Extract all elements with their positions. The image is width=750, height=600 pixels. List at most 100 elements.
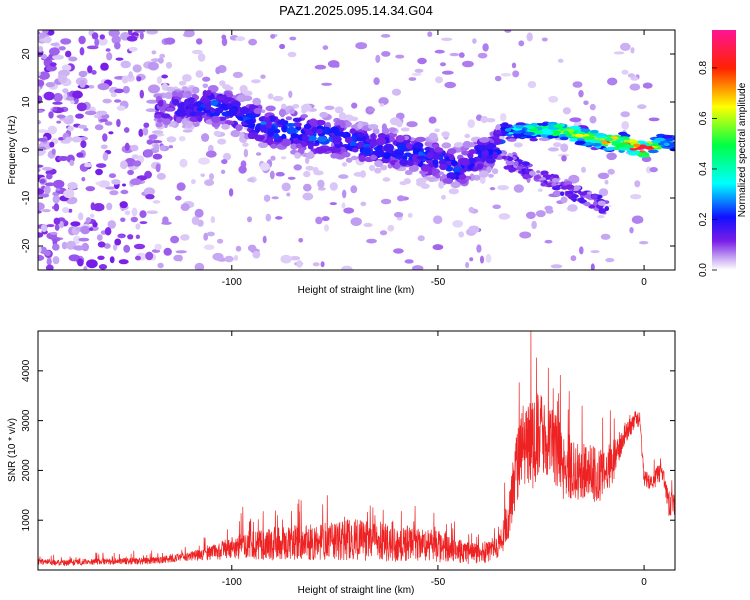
spectrogram-cell — [508, 167, 515, 173]
spectrogram-cell — [607, 168, 615, 175]
spectrogram-cell — [78, 35, 86, 45]
spectrogram-cell — [206, 231, 215, 237]
spectrogram-cell — [322, 45, 329, 50]
spectrogram-cell — [629, 227, 634, 234]
spectrogram-cell — [177, 107, 185, 113]
spectrogram-cell — [56, 114, 66, 119]
spectrogram-cell — [61, 64, 72, 72]
spectrogram-cell — [64, 136, 74, 142]
spectrogram-cell — [441, 142, 452, 149]
spectrogram-cell — [155, 163, 161, 173]
snr-panel: -100 -50 0 1000 2000 3000 4000 Height of stra… — [7, 330, 676, 596]
spectrogram-cell — [119, 201, 128, 209]
spectrogram-cell — [219, 80, 226, 86]
colorbar-tick-label: 0.6 — [698, 111, 709, 125]
spectrogram-cell — [221, 103, 227, 111]
spectrogram-cell — [446, 172, 457, 180]
spectrogram-cell — [526, 32, 533, 42]
spectrogram-cell — [529, 170, 536, 176]
spectrogram-cell — [142, 127, 149, 136]
spectrogram-cell — [314, 64, 327, 70]
spectrogram-cell — [269, 170, 275, 180]
spectrogram-cell — [512, 70, 520, 78]
spectrogram-cell — [533, 130, 544, 135]
spectrogram-cell — [373, 149, 385, 157]
spectrogram-cell — [90, 213, 95, 219]
spectrogram-cell — [447, 148, 457, 155]
spectrogram-cell — [339, 132, 348, 138]
spectrogram-cell — [146, 30, 158, 35]
spectrogram-cell — [258, 141, 269, 149]
spectrogram-cell — [98, 264, 108, 270]
spectrogram-cell — [315, 216, 323, 225]
spectrogram-cell — [541, 122, 549, 127]
spectrogram-cell — [301, 103, 312, 112]
spectrogram-cell — [139, 221, 148, 225]
spectrogram-cell — [303, 170, 311, 178]
spectrogram-cell — [334, 106, 344, 114]
spectrogram-cell — [521, 161, 530, 166]
spectrogram-cell — [303, 183, 312, 192]
spectrogram-cell — [572, 81, 583, 88]
spectrogram-cell — [114, 99, 122, 103]
spectrogram-cell — [41, 53, 47, 60]
spectrogram-cell — [55, 187, 61, 191]
y-tick-label: -10 — [21, 190, 32, 205]
spectrogram-cell — [307, 135, 317, 142]
spectrogram-cell — [342, 151, 351, 158]
spectrogram-cell — [146, 99, 158, 104]
spectrogram-cell — [239, 85, 248, 93]
spectrogram-cell — [221, 159, 228, 165]
spectrogram-cell — [350, 155, 358, 161]
spectrogram-x-label: Height of straight line (km) — [298, 285, 415, 296]
spectrogram-cell — [134, 30, 146, 33]
spectrogram-cell — [637, 104, 647, 110]
spectrogram-cell — [235, 36, 246, 42]
spectrogram-cell — [323, 128, 329, 133]
spectrogram-cell — [607, 77, 618, 86]
spectrogram-cell — [397, 144, 407, 151]
spectrogram-cell — [321, 82, 333, 86]
spectrogram-cell — [150, 140, 163, 144]
spectrogram-cell — [280, 138, 292, 147]
spectrogram-cell — [350, 185, 358, 194]
spectrogram-cell — [572, 185, 582, 190]
spectrogram-cell — [161, 113, 171, 119]
spectrogram-cell — [507, 138, 517, 142]
spectrogram-cell — [38, 188, 45, 195]
spectrogram-cell — [305, 129, 314, 136]
spectrogram-cell — [247, 216, 252, 223]
spectrogram-cell — [50, 231, 58, 235]
spectrogram-y-ticks: -20 -10 0 10 20 — [21, 48, 675, 253]
spectrogram-cell — [357, 121, 363, 130]
spectrogram-cell — [435, 76, 443, 84]
spectrogram-cell — [252, 250, 261, 259]
spectrogram-cell — [518, 170, 523, 174]
snr-y-label: SNR (10 * v/v) — [7, 418, 18, 482]
spectrogram-cell — [120, 189, 129, 195]
spectrogram-cell — [399, 181, 408, 186]
spectrogram-cell — [38, 193, 50, 198]
spectrogram-cell — [211, 115, 221, 124]
spectrogram-cell — [215, 66, 221, 75]
colorbar-label: Normalized spectral amplitude — [737, 82, 748, 217]
spectrogram-cell — [408, 164, 419, 172]
spectrogram-cell — [513, 184, 524, 193]
spectrogram-cell — [319, 111, 329, 118]
spectrogram-cell — [476, 244, 482, 253]
spectrogram-cell — [604, 179, 609, 185]
spectrogram-cell — [38, 232, 44, 238]
spectrogram-cell — [275, 171, 285, 177]
colorbar-tick-label: 0.2 — [698, 212, 709, 226]
spectrogram-cell — [99, 34, 106, 40]
spectrogram-cell — [97, 37, 108, 46]
spectrogram-cell — [108, 173, 117, 179]
spectrogram-cell — [135, 234, 141, 239]
spectrogram-cell — [464, 133, 471, 139]
spectrogram-cell — [341, 265, 353, 270]
spectrogram-cell — [536, 170, 541, 174]
spectrogram-cell — [497, 185, 509, 191]
spectrogram-cell — [263, 194, 271, 202]
spectrogram-cell — [561, 155, 567, 162]
